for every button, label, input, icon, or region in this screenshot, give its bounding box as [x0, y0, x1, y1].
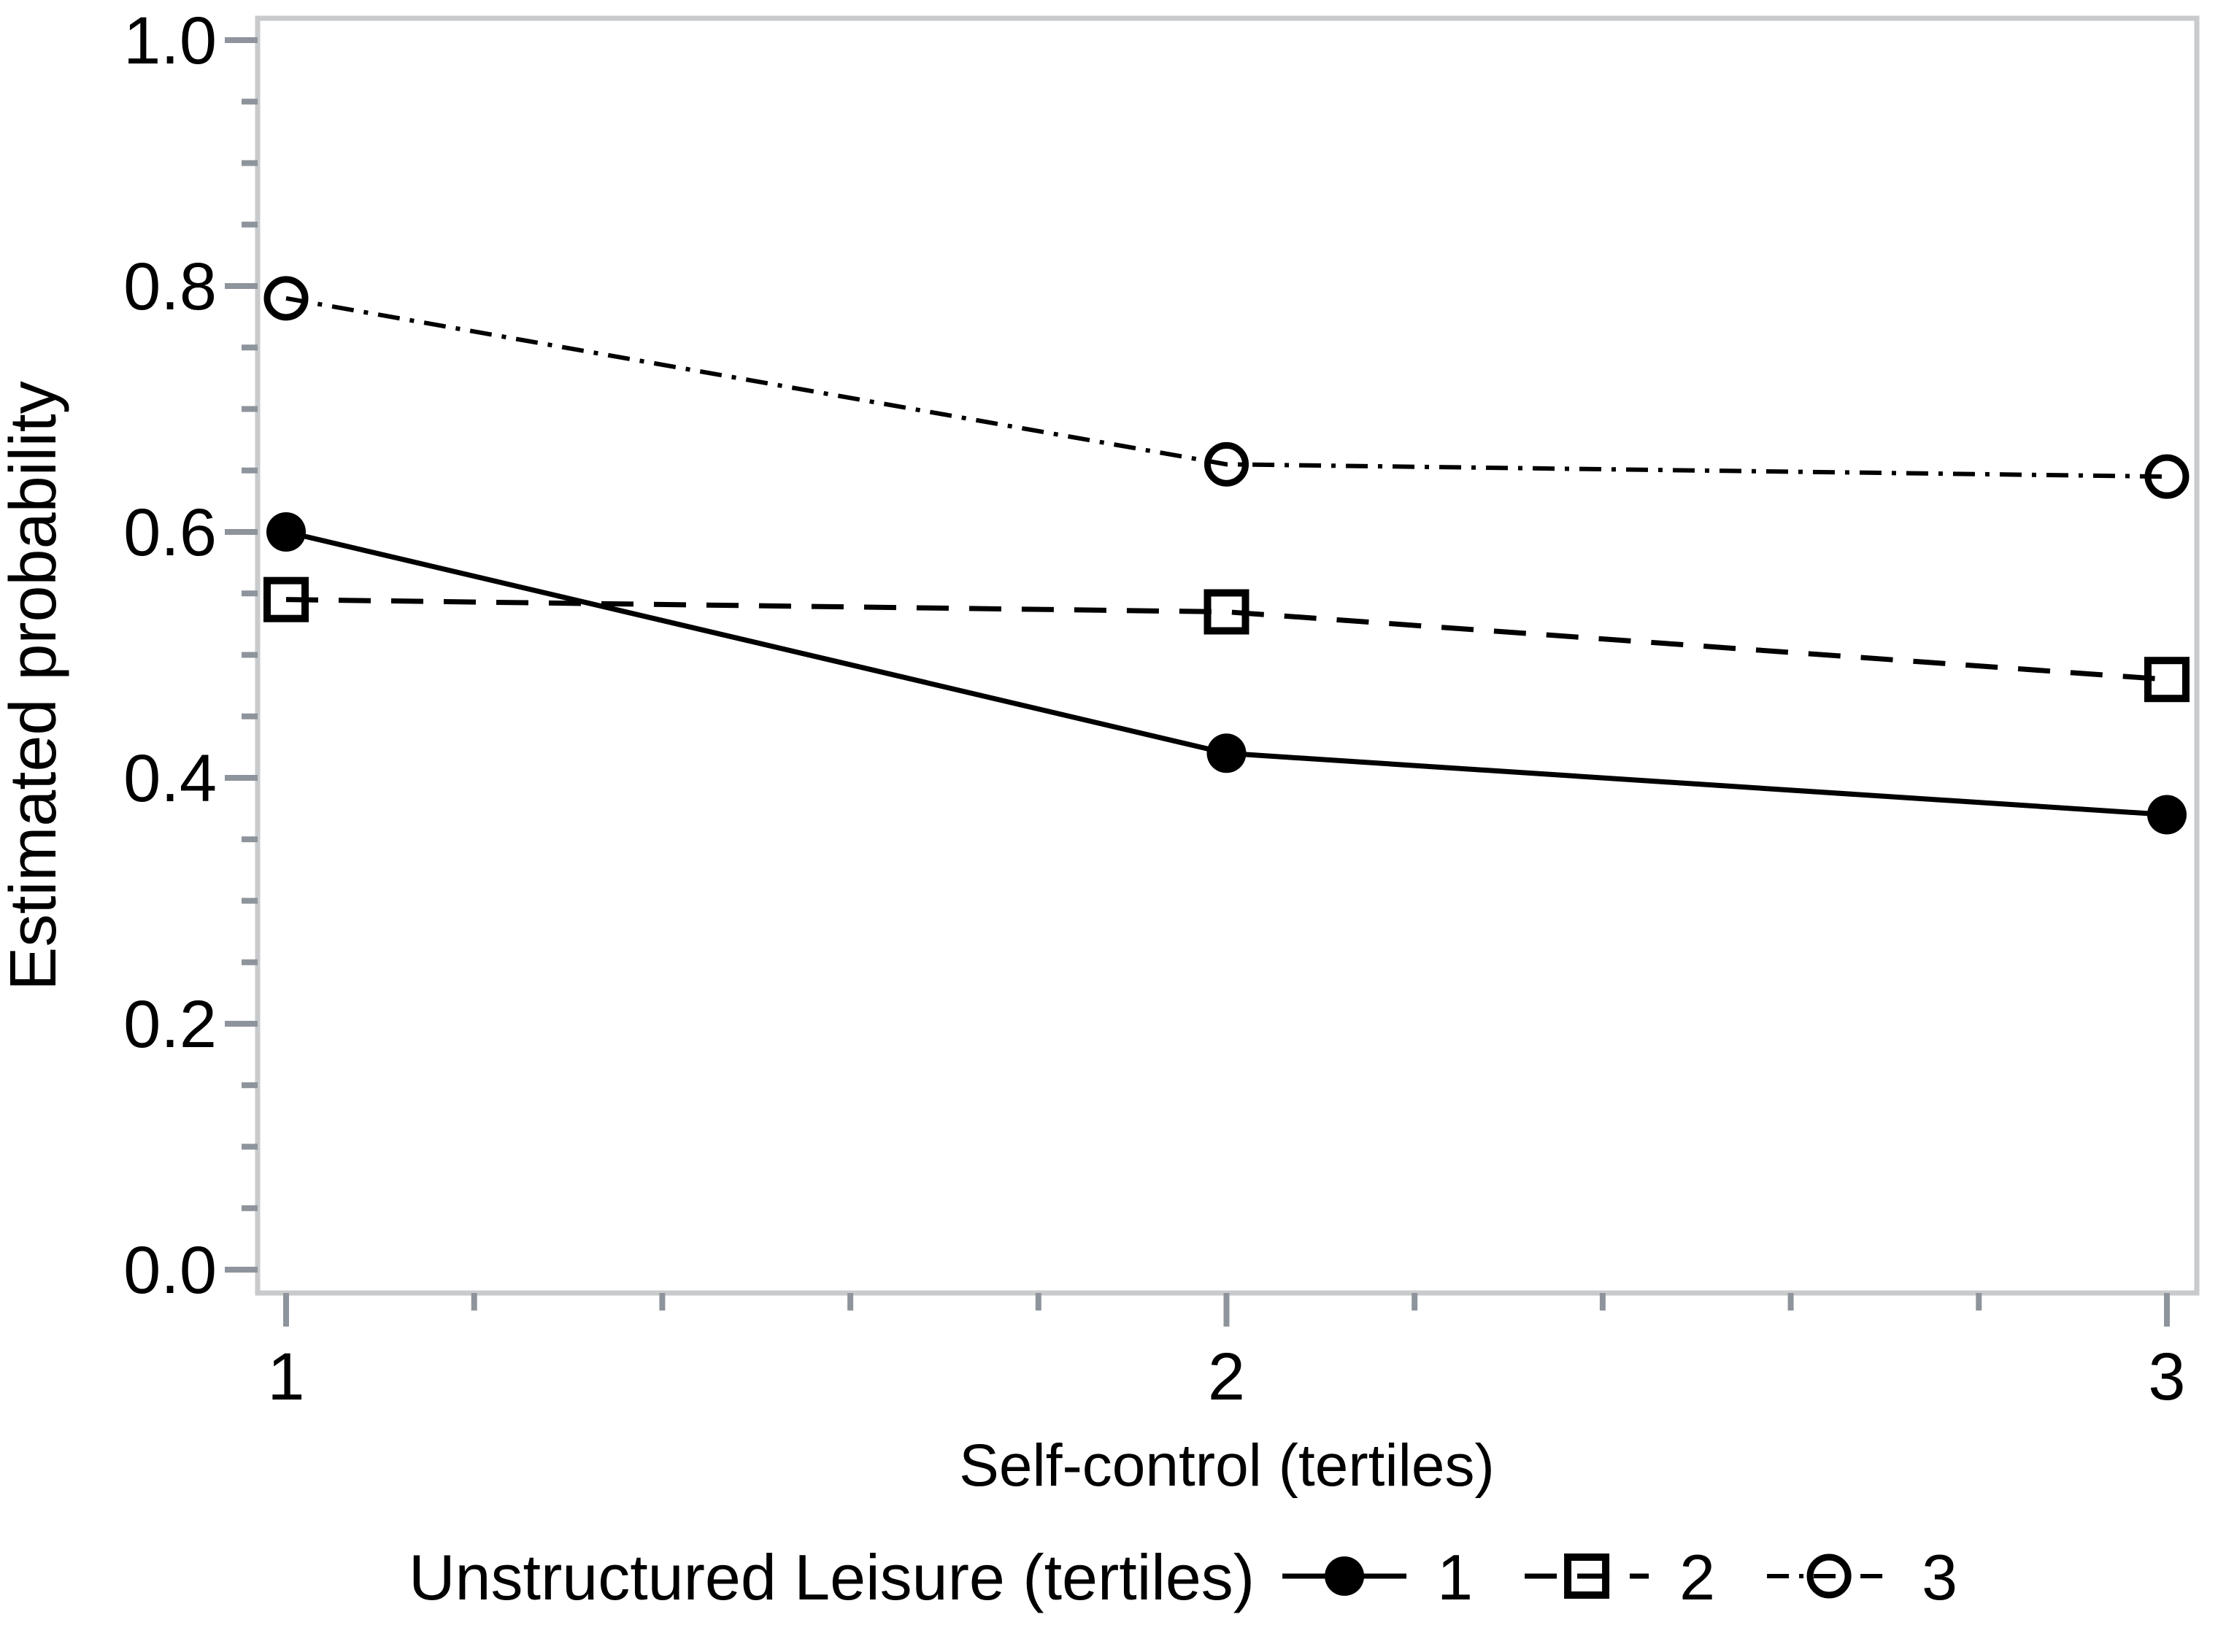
x-axis-tick-label: 2: [1208, 1340, 1245, 1414]
legend-item-2-label: 2: [1679, 1541, 1715, 1613]
legend-item-2-marker: [1564, 1553, 1610, 1599]
y-axis-tick-label: 0.2: [123, 987, 217, 1062]
series-3-marker: [1204, 441, 1249, 487]
series-3-marker: [2144, 454, 2190, 499]
y-axis-title: Estimated probability: [0, 381, 70, 990]
series-1-marker: [266, 512, 306, 552]
y-axis-tick-label: 0.6: [123, 495, 217, 570]
series-3-line: [285, 296, 2168, 479]
y-axis-tick-label: 1.0: [123, 4, 217, 78]
plot-frame: [255, 15, 2200, 1296]
series-3-marker: [263, 276, 309, 321]
legend-item-3-label: 3: [1922, 1541, 1957, 1613]
legend-item-1-label: 1: [1437, 1541, 1473, 1613]
x-axis-tick-label: 3: [2148, 1340, 2185, 1414]
legend-item-3-marker: [1806, 1553, 1852, 1599]
y-axis-tick-label: 0.4: [123, 741, 217, 816]
legend-title: Unstructured Leisure (tertiles): [409, 1541, 1255, 1613]
series-2-marker: [2144, 657, 2190, 703]
chart-generated-layer: 0.0 0.2 0.4 0.6 0.8 1.0 1 2 3 1 2 3: [123, 4, 2200, 1613]
x-axis-tick-label: 1: [267, 1340, 304, 1414]
series-1-marker: [1206, 733, 1247, 773]
series-2-marker: [263, 576, 309, 622]
y-axis-tick-label: 0.0: [123, 1233, 217, 1308]
y-axis-tick-label: 0.8: [123, 250, 217, 324]
series-1-marker: [2147, 795, 2187, 835]
series-2-line: [285, 597, 2168, 682]
legend-item-1-marker: [1325, 1556, 1365, 1596]
series-2-marker: [1203, 589, 1249, 635]
x-axis-title: Self-control (tertiles): [959, 1432, 1495, 1499]
